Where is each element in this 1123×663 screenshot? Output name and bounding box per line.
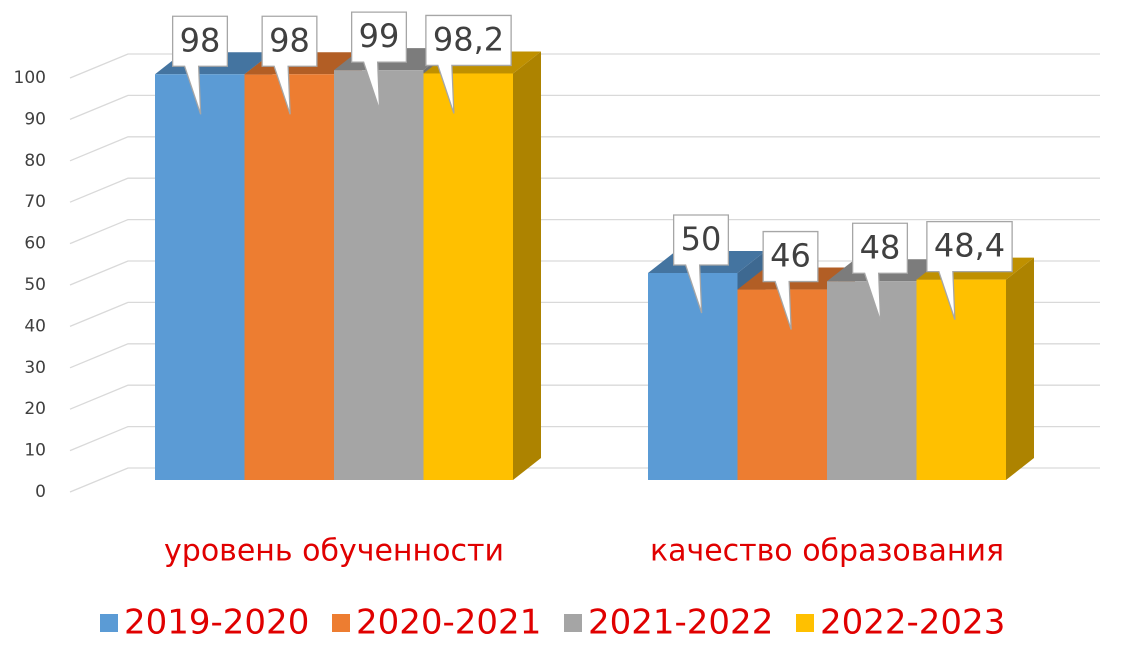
grid-line [69,218,1100,245]
legend-label: 2019-2020 [124,603,309,643]
value-label: 98,2 [433,20,504,58]
y-tick-label: 30 [24,358,46,378]
value-label: 50 [681,220,722,258]
label-callout [672,214,730,314]
bar-side [1006,257,1034,480]
data-label: 98,2 [425,14,512,114]
bar [155,74,245,480]
data-label: 48 [851,222,909,322]
data-label: 98 [171,15,229,115]
legend-swatch [100,614,118,632]
y-tick-label: 80 [24,151,46,171]
y-tick-label: 20 [24,399,46,419]
label-callout [425,14,512,114]
label-callout [851,222,909,322]
value-label: 99 [359,17,400,55]
legend-swatch [564,614,582,632]
y-tick-label: 50 [24,275,46,295]
y-tick-label: 60 [24,234,46,254]
bar [423,73,513,481]
data-label: 46 [762,230,819,330]
grid-line [69,136,1100,162]
y-tick-label: 100 [14,68,46,88]
bar [737,289,827,480]
bar [916,279,1006,480]
data-label: 48,4 [926,220,1013,320]
label-callout [762,230,819,330]
y-tick-label: 40 [24,316,46,336]
x-tick-label: качество образования [650,534,1004,569]
legend-label: 2021-2022 [588,603,773,643]
value-label: 46 [770,237,811,275]
y-tick-label: 10 [24,441,46,461]
legend-swatch [796,614,814,632]
value-label: 48 [860,228,901,266]
label-callout [926,220,1013,320]
grid-line [69,94,1100,121]
legend-label: 2022-2023 [820,603,1005,643]
bar [648,273,738,480]
grid-line [69,177,1100,203]
label-callout [350,11,408,111]
y-tick-label: 90 [24,109,46,129]
x-tick-label: уровень обученности [164,534,504,569]
y-tick-label: 70 [24,192,46,212]
legend-swatch [332,614,350,632]
value-label: 98 [269,21,310,59]
data-label: 98 [261,15,318,115]
bar-side [513,51,541,481]
label-callout [171,15,229,115]
grid-line [69,53,1100,79]
legend-label: 2020-2021 [356,603,541,643]
y-tick-label: 0 [35,482,46,502]
value-label: 98 [180,21,221,59]
data-label: 99 [350,11,408,111]
bar [334,70,424,480]
bar [244,74,334,480]
data-label: 50 [672,214,730,314]
bar [827,281,917,480]
label-callout [261,15,318,115]
value-label: 48,4 [934,227,1005,265]
